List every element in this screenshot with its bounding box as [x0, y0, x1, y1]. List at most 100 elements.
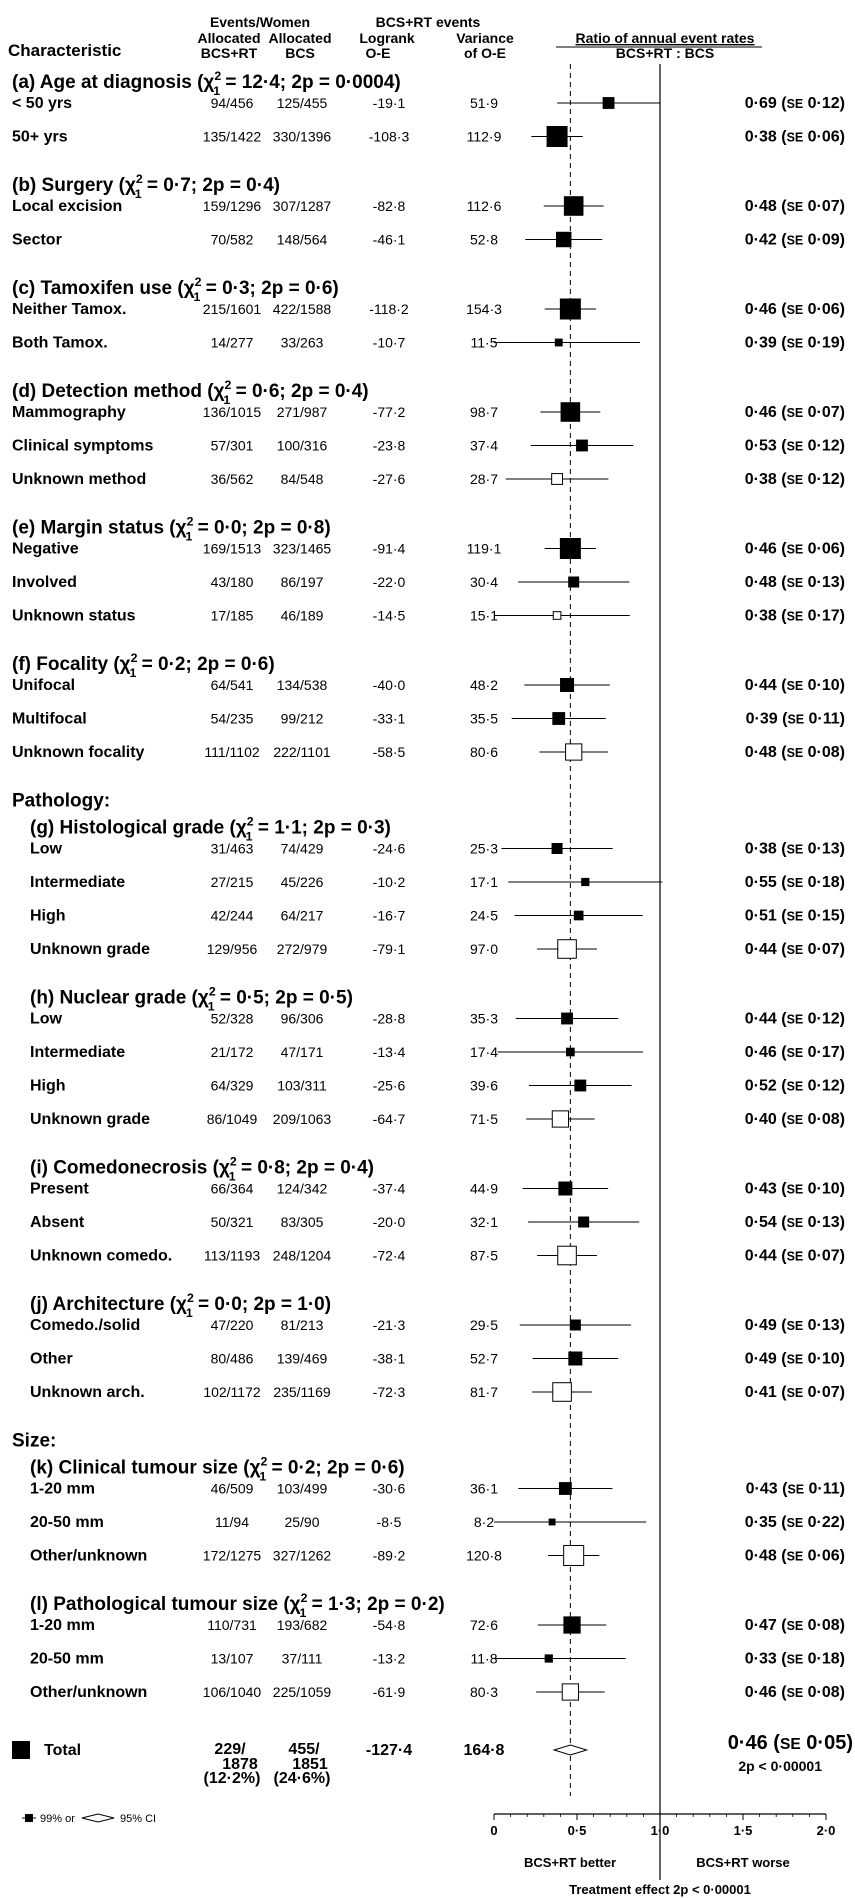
row-oe: -10·7 [373, 335, 406, 351]
table-row: Other 80/486 139/469 -38·1 52·7 0·49 (SE 0·10… [30, 1351, 845, 1368]
row-oe: -91·4 [373, 541, 406, 557]
row-rt-events: 169/1513 [203, 541, 262, 557]
legend: 99% or 95% CI [22, 1813, 156, 1825]
row-ratio-text: 0·33 (SE 0·18) [745, 1651, 845, 1668]
row-variance: 154·3 [466, 301, 502, 317]
open-box [557, 1245, 577, 1266]
total-diamond [552, 1744, 589, 1756]
row-label: Clinical symptoms [12, 438, 153, 455]
row-rt-events: 64/329 [211, 1078, 254, 1094]
row-variance: 80·3 [470, 1684, 498, 1700]
table-row: < 50 yrs 94/456 125/455 -19·1 51·9 0·69 (SE 0… [12, 95, 845, 112]
row-variance: 71·5 [470, 1111, 498, 1127]
row-ratio-text: 0·44 (SE 0·10) [745, 677, 845, 694]
row-bcs-events: 235/1169 [273, 1384, 331, 1400]
row-oe: -64·7 [373, 1111, 406, 1127]
filled-box [558, 1482, 572, 1495]
filled-box [569, 1319, 581, 1331]
x-right-label: BCS+RT worse [696, 1855, 790, 1870]
row-label: Mammography [12, 404, 126, 421]
row-variance: 112·6 [467, 198, 502, 214]
filled-box [551, 843, 563, 854]
row-oe: -10·2 [373, 874, 406, 890]
open-box [561, 1683, 579, 1701]
row-rt-events: 111/1102 [204, 744, 259, 760]
row-variance: 17·1 [470, 874, 498, 890]
row-bcs-events: 74/429 [281, 841, 324, 857]
row-rt-events: 11/94 [215, 1514, 249, 1530]
row-variance: 97·0 [470, 941, 498, 957]
row-rt-events: 113/1193 [204, 1248, 261, 1264]
open-box [551, 473, 563, 485]
table-row: Both Tamox. 14/277 33/263 -10·7 11·5 0·39 (SE… [12, 335, 845, 352]
filled-box [561, 1012, 573, 1025]
filled-box [544, 1654, 553, 1663]
total-rt-1: 229/ [214, 1741, 246, 1758]
row-label: Unknown arch. [30, 1384, 145, 1401]
header-col-var-2: of O-E [464, 45, 506, 61]
open-box [557, 939, 577, 959]
row-rt-events: 64/541 [211, 677, 254, 693]
row-oe: -72·4 [373, 1248, 406, 1264]
row-variance: 37·4 [470, 438, 498, 454]
row-variance: 30·4 [470, 574, 498, 590]
row-label: Unknown grade [30, 941, 150, 958]
row-rt-events: 14/277 [211, 335, 254, 351]
filled-box [602, 97, 615, 109]
row-label: Multifocal [12, 711, 87, 728]
row-label: Comedo./solid [30, 1317, 140, 1334]
table-row: High 42/244 64/217 -16·7 24·5 0·51 (SE 0·15) [30, 908, 845, 925]
row-ratio-text: 0·46 (SE 0·06) [745, 541, 845, 558]
table-row: Comedo./solid 47/220 81/213 -21·3 29·5 0·49 (… [30, 1317, 845, 1334]
row-variance: 72·6 [470, 1617, 498, 1633]
filled-box [573, 910, 584, 921]
group-title: (g) Histological grade (χ2 1 = 1·1; 2p = … [30, 815, 391, 844]
row-variance: 29·5 [470, 1317, 498, 1333]
row-ratio-text: 0·42 (SE 0·09) [745, 232, 845, 249]
row-rt-events: 106/1040 [203, 1684, 262, 1700]
row-oe: -27·6 [373, 471, 406, 487]
row-variance: 52·8 [470, 232, 498, 248]
row-rt-events: 36/562 [211, 471, 254, 487]
row-variance: 87·5 [470, 1248, 498, 1264]
row-rt-events: 47/220 [211, 1317, 254, 1333]
row-bcs-events: 193/682 [277, 1617, 328, 1633]
row-bcs-events: 139/469 [277, 1351, 328, 1367]
table-row: Involved 43/180 86/197 -22·0 30·4 0·48 (SE 0·… [12, 574, 845, 591]
group-title: (f) Focality (χ2 1 = 0·2; 2p = 0·6) [12, 651, 275, 680]
row-variance: 39·6 [470, 1078, 498, 1094]
row-oe: -21·3 [373, 1317, 406, 1333]
section-heading: Size: [12, 1431, 56, 1452]
filled-box [559, 538, 581, 559]
open-box [551, 1110, 570, 1128]
row-variance: 119·1 [467, 541, 502, 557]
row-rt-events: 66/364 [211, 1181, 254, 1197]
row-variance: 28·7 [470, 471, 498, 487]
table-row: Unknown grade 86/1049 209/1063 -64·7 71·5 0·4… [30, 1110, 845, 1128]
filled-box [555, 231, 572, 248]
table-row: 50+ yrs 135/1422 330/1396 -108·3 112·9 0·38 (… [12, 126, 845, 147]
row-variance: 98·7 [470, 404, 498, 420]
header-col-oe-2: O-E [366, 45, 391, 61]
row-variance: 52·7 [470, 1351, 498, 1367]
table-row: Unknown method 36/562 84/548 -27·6 28·7 0·38 … [12, 471, 845, 488]
total-ratio-text: 0·46 (SE 0·05) [728, 1732, 853, 1754]
row-ratio-text: 0·46 (SE 0·17) [745, 1044, 845, 1061]
legend-box [25, 1814, 33, 1822]
group-title: (k) Clinical tumour size (χ2 1 = 0·2; 2p … [30, 1455, 405, 1484]
row-variance: 11·5 [471, 335, 498, 351]
row-bcs-events: 222/1101 [273, 744, 331, 760]
table-row: Unifocal 64/541 134/538 -40·0 48·2 0·44 (SE 0… [12, 677, 845, 694]
filled-box [566, 1047, 575, 1057]
rows-layer: (a) Age at diagnosis (χ2 1 = 12·4; 2p = 0… [12, 69, 853, 1825]
row-label: Local excision [12, 198, 122, 215]
row-ratio-text: 0·38 (SE 0·13) [745, 841, 845, 858]
row-rt-events: 54/235 [211, 711, 254, 727]
row-oe: -58·5 [373, 744, 406, 760]
row-rt-events: 31/463 [211, 841, 254, 857]
x-left-label: BCS+RT better [524, 1855, 616, 1870]
row-oe: -118·2 [369, 301, 409, 317]
row-variance: 44·9 [470, 1181, 498, 1197]
row-variance: 24·5 [470, 908, 498, 924]
row-bcs-events: 272/979 [277, 941, 328, 957]
